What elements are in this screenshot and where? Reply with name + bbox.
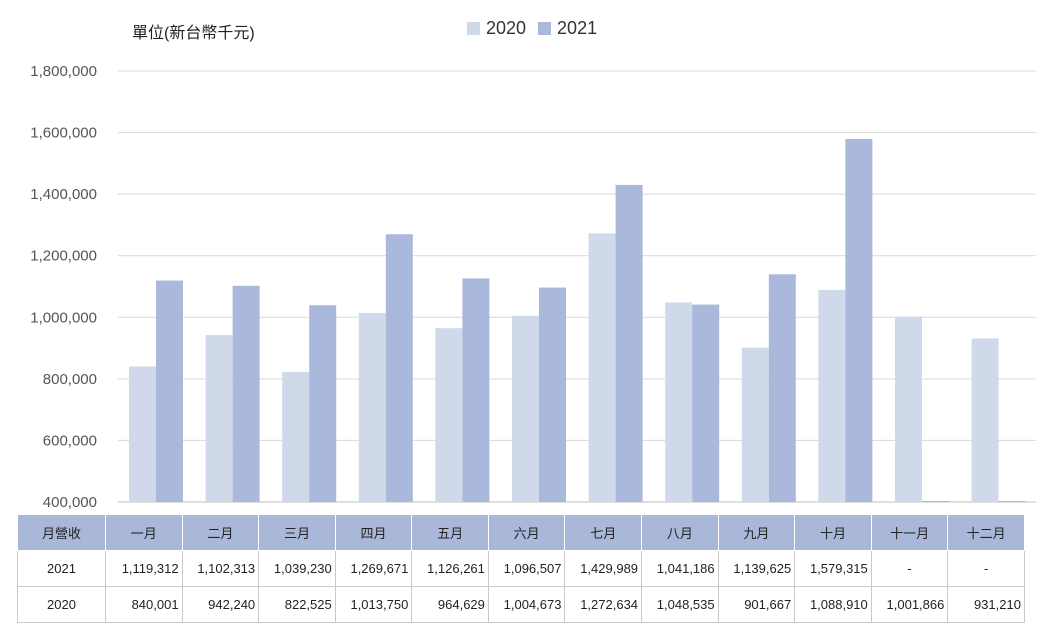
legend-label-2021: 2021 [557,18,598,38]
bar-2020 [205,335,233,502]
table-cell: 1,269,671 [334,550,413,587]
y-tick-label: 1,400,000 [30,186,97,203]
bar-2021 [462,278,490,502]
table-header-month: 三月 [258,514,336,551]
table-header-row: 月營收 一月 二月 三月 四月 五月 六月 七月 八月 九月 十月 十一月 十二月 [17,514,1025,551]
table-row-label: 2021 [17,550,106,587]
bar-2021 [922,501,949,502]
bar-2020 [971,338,999,502]
bar-2020 [741,347,769,502]
chart-legend: 2020 2021 [467,18,609,39]
table-header-month: 七月 [564,514,643,551]
table-header-month: 十一月 [870,514,949,551]
y-tick-label: 1,600,000 [30,125,97,142]
table-cell: 1,579,315 [794,550,872,587]
table-cell: 964,629 [411,586,489,623]
y-tick-label: 1,200,000 [30,248,97,265]
bar-2021 [692,304,720,502]
table-cell: 1,139,625 [717,550,796,587]
bar-2021 [845,138,873,502]
y-tick-label: 800,000 [43,371,97,388]
table-header-month: 一月 [105,514,183,551]
table-cell: 1,041,186 [641,550,719,587]
table-header-month: 二月 [181,514,260,551]
y-axis-ticks: 400,000 600,000 800,000 1,000,000 1,200,000 1… [30,63,97,511]
bar-2020 [435,328,463,502]
table-header-month: 八月 [641,514,719,551]
bars [129,138,1026,502]
table-header-label: 月營收 [17,514,106,551]
legend-label-2020: 2020 [486,18,527,38]
table-body: 2021 1,119,312 1,102,313 1,039,230 1,269,671… [17,550,1025,623]
legend-item-2020: 2020 [467,18,526,39]
gridlines [118,70,1036,503]
table-row: 2021 1,119,312 1,102,313 1,039,230 1,269,671… [17,550,1025,587]
table-cell: 1,096,507 [487,550,566,587]
table-cell: 1,004,673 [487,586,566,623]
y-tick-label: 400,000 [43,494,97,511]
bar-2020 [129,366,156,502]
table-row-label: 2020 [17,586,106,623]
bar-2020 [665,302,693,502]
table-header-month: 十二月 [947,514,1025,551]
bar-2020 [282,371,310,502]
table-cell: 1,429,989 [564,550,643,587]
bar-2021 [768,274,796,502]
table-cell: 1,039,230 [258,550,336,587]
bar-2021 [998,501,1026,502]
table-cell: - [947,550,1025,587]
table-header-month: 五月 [411,514,489,551]
bar-2020 [818,289,846,502]
table-cell: 931,210 [947,586,1025,623]
table-cell: 1,102,313 [181,550,260,587]
table-row: 2020 840,001 942,240 822,525 1,013,750 964,62… [17,586,1025,623]
revenue-table: 月營收 一月 二月 三月 四月 五月 六月 七月 八月 九月 十月 十一月 十二月 2021 1,119… [17,514,1025,623]
legend-item-2021: 2021 [538,18,597,39]
y-tick-label: 600,000 [43,432,97,449]
bar-2021 [539,287,566,502]
table-cell: 822,525 [258,586,336,623]
bar-2020 [588,233,616,502]
bar-2021 [156,280,183,502]
y-tick-label: 1,000,000 [30,309,97,326]
bar-2020 [512,315,539,502]
table-header-month: 九月 [717,514,796,551]
table-cell: 1,013,750 [334,586,413,623]
table-cell: 1,119,312 [105,550,183,587]
table-cell: 901,667 [717,586,796,623]
table-header-month: 六月 [487,514,566,551]
table-header-month: 十月 [794,514,872,551]
bar-2020 [895,316,922,502]
legend-swatch-2021 [538,22,552,35]
bar-2020 [358,313,386,502]
table-cell: 1,126,261 [411,550,489,587]
table-cell: 1,048,535 [641,586,719,623]
table-cell: 840,001 [105,586,183,623]
bar-2021 [309,305,337,502]
bar-2021 [385,234,413,502]
bar-2021 [615,184,643,502]
legend-swatch-2020 [467,22,480,35]
table-cell: 1,272,634 [564,586,643,623]
bar-chart: 400,000 600,000 800,000 1,000,000 1,200,000 1… [30,63,1036,511]
bar-2021 [232,285,260,502]
table-cell: 1,001,866 [870,586,949,623]
table-cell: - [870,550,949,587]
table-cell: 942,240 [181,586,260,623]
table-header-month: 四月 [334,514,413,551]
y-tick-label: 1,800,000 [30,63,97,80]
table-cell: 1,088,910 [794,586,872,623]
unit-label: 單位(新台幣千元) [132,25,255,42]
